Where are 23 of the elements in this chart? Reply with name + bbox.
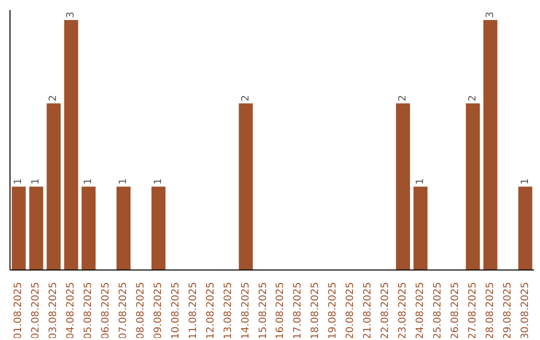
x-tick-label: 15.08.2025 xyxy=(258,282,269,340)
data-label: 3 xyxy=(484,12,496,18)
x-tick-label: 14.08.2025 xyxy=(240,282,252,340)
x-tick-label: 11.08.2025 xyxy=(188,282,199,340)
data-label: 2 xyxy=(48,94,60,102)
data-label: 1 xyxy=(520,178,531,185)
data-label: 1 xyxy=(152,178,164,185)
x-tick-label: 12.08.2025 xyxy=(205,282,216,340)
x-tick-label: 13.08.2025 xyxy=(222,282,234,340)
data-label: 1 xyxy=(118,178,130,185)
data-label: 1 xyxy=(83,178,94,185)
data-label: 3 xyxy=(66,12,77,18)
data-label: 2 xyxy=(240,94,252,102)
data-label: 1 xyxy=(30,178,42,185)
x-tick-label: 17.08.2025 xyxy=(292,282,304,340)
x-tick-label: 16.08.2025 xyxy=(275,282,286,340)
data-label: 2 xyxy=(467,94,478,102)
data-label: 1 xyxy=(414,178,426,185)
data-label: 1 xyxy=(13,178,24,185)
data-label: 2 xyxy=(398,94,409,102)
x-tick-label: 18.08.2025 xyxy=(310,282,322,340)
x-tick-label: 19.08.2025 xyxy=(328,282,339,340)
x-tick-label: 10.08.2025 xyxy=(170,282,182,340)
